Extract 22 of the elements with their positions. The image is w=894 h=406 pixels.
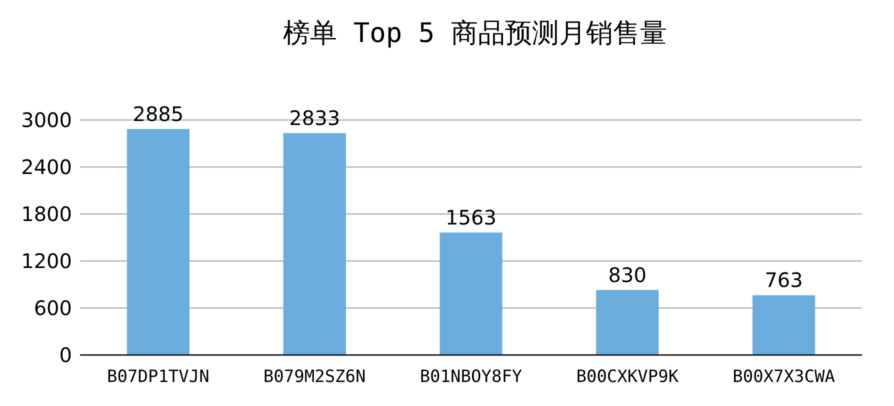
x-tick-label: B01NBOY8FY [420,367,522,387]
data-label: 2885 [132,102,184,126]
bar [596,290,659,355]
x-tick-label: B07DP1TVJN [107,367,210,387]
y-tick-label: 1800 [21,202,72,226]
bar [283,133,346,355]
y-tick-label: 1200 [21,249,72,273]
y-tick-label: 3000 [21,108,72,132]
data-label: 1563 [446,206,496,230]
chart-title: 榜单 Top 5 商品预测月销售量 [283,18,667,49]
bar [126,129,190,355]
x-tick-label: B00X7X3CWA [732,367,835,387]
y-tick-label: 0 [59,343,72,367]
x-tick-label: B079M2SZ6N [263,367,366,387]
y-tick-label: 2400 [21,155,72,179]
data-label: 830 [608,262,646,287]
data-label: 2833 [289,106,340,130]
bar [752,295,816,355]
x-tick-label: B00CXKVP9K [576,367,680,387]
y-tick-label: 600 [34,296,72,320]
data-label: 763 [764,268,803,292]
bar [440,232,502,355]
